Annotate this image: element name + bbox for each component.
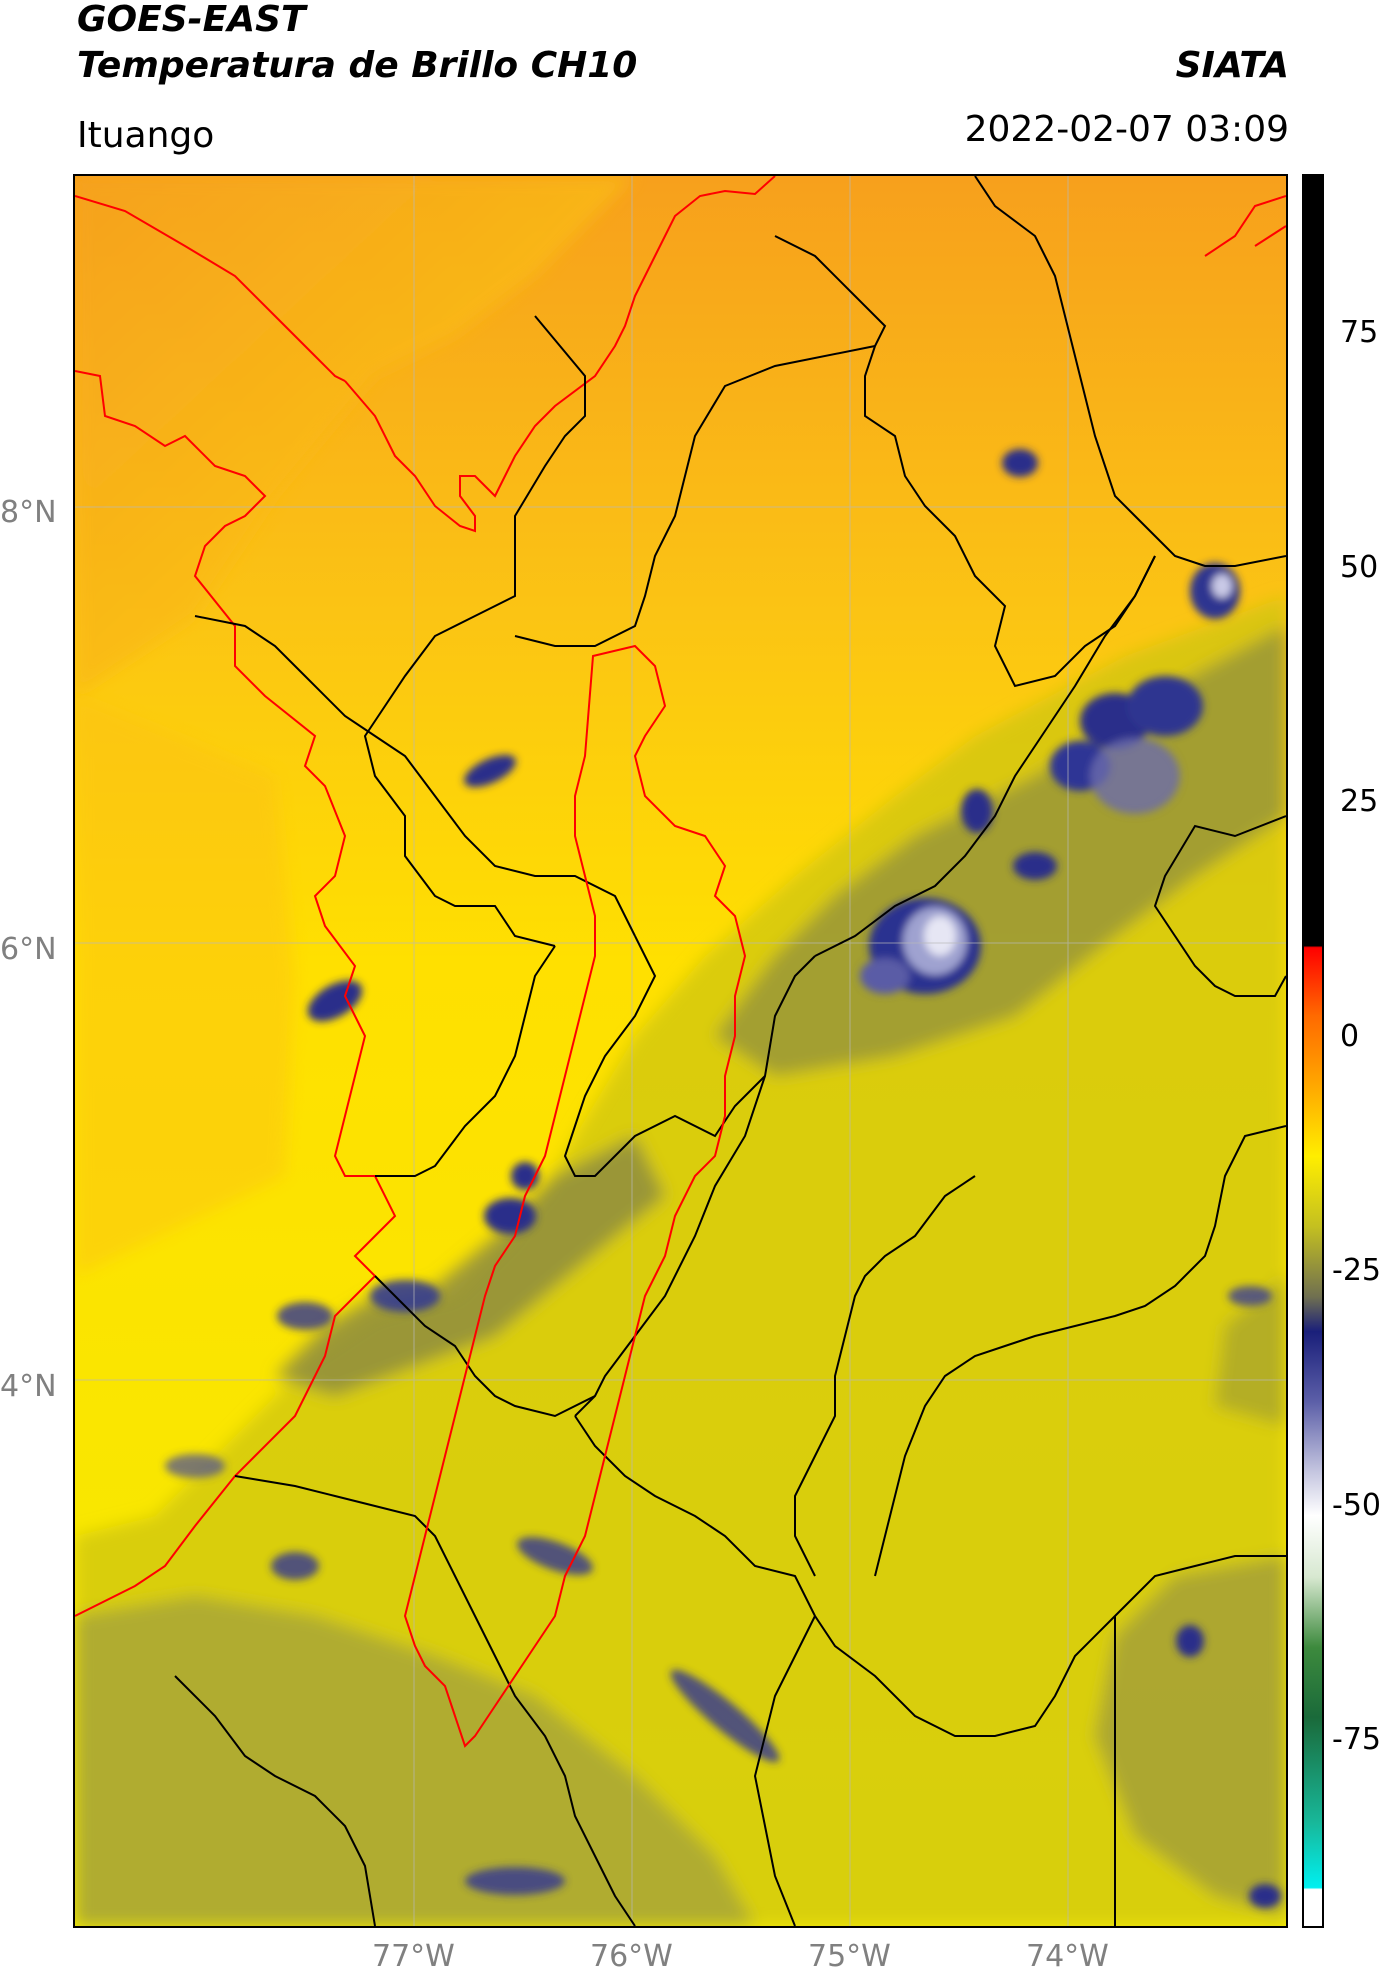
lon-label-75w: 75°W [808,1939,891,1974]
coastline [75,176,1286,1617]
map-canvas [75,176,1286,1926]
colorbar-tick-minus75: -75 [1332,1722,1381,1758]
deep-convection-cells [165,449,1281,1908]
colorbar-tick-minus25: -25 [1332,1253,1381,1289]
admin-borders [174,176,1286,1926]
colorbar-tick-75: 75 [1340,315,1379,351]
map-panel[interactable] [73,174,1288,1928]
colorbar-gradient [1302,174,1324,1928]
colorbar [1302,174,1324,1928]
datetime-label: 2022-02-07 03:09 [964,109,1289,150]
organization-label: SIATA [1175,45,1289,86]
location-label: Ituango [77,115,215,156]
warm-coast-area [75,696,295,1276]
lat-label-8n: 8°N [0,495,57,530]
lon-label-76w: 76°W [590,1939,673,1974]
colorbar-tick-25: 25 [1340,784,1379,820]
graticule [75,176,1286,1926]
lat-label-6n: 6°N [0,932,57,967]
ituango-basin-outline [403,644,747,1748]
colorbar-frame [1302,174,1324,1928]
colorbar-tick-50: 50 [1340,549,1379,585]
lon-label-74w: 74°W [1026,1939,1109,1974]
satellite-title: GOES-EAST [77,0,306,40]
lon-label-77w: 77°W [372,1939,455,1974]
warm-sea-area [75,176,635,696]
lat-label-4n: 4°N [0,1369,57,1404]
product-title: Temperatura de Brillo CH10 [77,45,638,86]
colorbar-tick-minus50: -50 [1332,1487,1381,1523]
colorbar-tick-0: 0 [1340,1018,1360,1054]
cloud-shading [75,596,1286,1926]
